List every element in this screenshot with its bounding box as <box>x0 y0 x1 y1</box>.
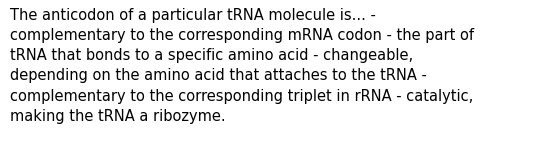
Text: The anticodon of a particular tRNA molecule is... -
complementary to the corresp: The anticodon of a particular tRNA molec… <box>10 8 474 124</box>
